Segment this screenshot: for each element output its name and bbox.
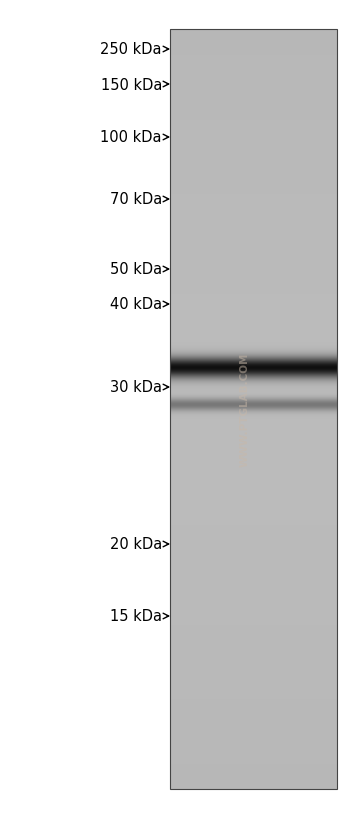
- Text: 40 kDa: 40 kDa: [110, 297, 162, 312]
- Text: 30 kDa: 30 kDa: [110, 380, 162, 395]
- Text: 250 kDa: 250 kDa: [101, 43, 162, 57]
- Text: 150 kDa: 150 kDa: [101, 78, 162, 93]
- Bar: [170, 30, 337, 789]
- Text: 70 kDa: 70 kDa: [110, 192, 162, 207]
- Text: 100 kDa: 100 kDa: [101, 130, 162, 145]
- Text: 20 kDa: 20 kDa: [110, 536, 162, 552]
- Text: 50 kDa: 50 kDa: [110, 262, 162, 277]
- Text: WWW.PTGLAB.COM: WWW.PTGLAB.COM: [240, 352, 250, 467]
- Text: 15 kDa: 15 kDa: [110, 609, 162, 624]
